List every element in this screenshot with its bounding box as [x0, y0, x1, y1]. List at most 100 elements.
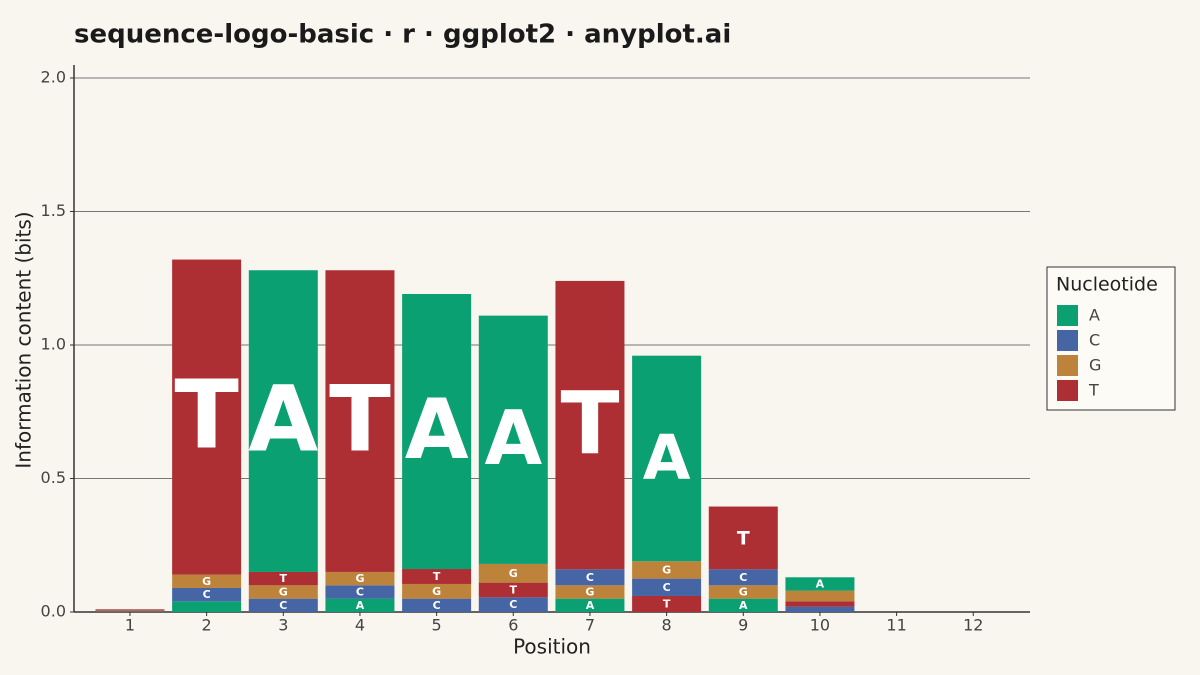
bar-segment	[555, 585, 625, 599]
segment-letter: C	[203, 588, 211, 601]
segment-letter: G	[432, 585, 441, 598]
y-tick-label: 1.5	[41, 201, 66, 220]
segment-letter: G	[279, 586, 288, 599]
y-tick-label: 0.5	[41, 468, 66, 487]
segment-letter: C	[433, 599, 441, 612]
x-tick-label: 9	[738, 616, 748, 635]
legend-swatch	[1057, 355, 1078, 376]
y-axis-label: Information content (bits)	[12, 211, 36, 468]
bar-segment	[632, 561, 702, 579]
segment-letter: T	[510, 584, 518, 597]
x-tick-label: 2	[202, 616, 212, 635]
bar-segment	[708, 598, 778, 612]
bar-segment	[172, 574, 242, 588]
bar-segment	[785, 577, 855, 591]
bar-segment	[708, 585, 778, 599]
segment-letter: C	[356, 586, 364, 599]
bar-segment	[555, 598, 625, 612]
y-tick-label: 0.0	[41, 602, 66, 621]
bar-segment	[248, 585, 318, 599]
legend-label: A	[1089, 306, 1100, 325]
bar-segment	[95, 610, 165, 612]
bar-segment	[708, 506, 778, 570]
segment-letter: A	[643, 422, 691, 494]
segment-letter: G	[662, 563, 671, 576]
legend-swatch	[1057, 330, 1078, 351]
bar-segment	[325, 270, 395, 572]
x-tick-label: 3	[278, 616, 288, 635]
bar-segment	[402, 583, 472, 599]
bar-segment	[785, 601, 855, 607]
segment-letter: T	[737, 528, 750, 549]
bar-segment	[325, 571, 395, 586]
bar-segment	[325, 598, 395, 612]
segment-letter: G	[739, 586, 748, 599]
segment-letter: T	[280, 572, 288, 585]
segment-letter: A	[248, 368, 318, 473]
segment-letter: C	[586, 571, 594, 584]
bar-segment	[248, 598, 318, 612]
segment-letter: T	[433, 570, 441, 583]
segment-letter: A	[739, 599, 748, 612]
legend-swatch	[1057, 305, 1078, 326]
bar-segment	[632, 595, 702, 612]
bar-segment	[478, 582, 548, 598]
legend-title: Nucleotide	[1056, 274, 1158, 296]
y-tick-label: 1.0	[41, 335, 66, 354]
bar-segment	[402, 569, 472, 584]
chart-title: sequence-logo-basic · r · ggplot2 · anyp…	[74, 20, 731, 50]
x-tick-label: 6	[508, 616, 518, 635]
segment-letter: A	[586, 599, 595, 612]
bar-segment	[632, 355, 702, 562]
segment-letter: T	[663, 598, 671, 611]
bar-segment	[478, 315, 548, 564]
bar-segment	[248, 270, 318, 572]
bar-segment	[402, 294, 472, 570]
bar-segment	[555, 280, 625, 570]
bar-segment	[632, 578, 702, 596]
bar-segment	[478, 597, 548, 612]
segment-letter: G	[202, 575, 211, 588]
legend-label: G	[1089, 356, 1101, 375]
segment-letter: G	[355, 572, 364, 585]
bar-segment	[402, 598, 472, 612]
segment-letter: T	[174, 361, 238, 471]
x-tick-label: 1	[125, 616, 135, 635]
bar-segment	[785, 590, 855, 602]
segment-letter: A	[405, 382, 469, 478]
y-tick-label: 2.0	[41, 68, 66, 87]
segment-letter: T	[329, 368, 391, 473]
segment-letter: G	[585, 586, 594, 599]
legend-label: C	[1089, 331, 1100, 350]
segment-letter: A	[356, 599, 365, 612]
bar-segment	[172, 259, 242, 575]
x-tick-label: 10	[810, 616, 830, 635]
bar-segment	[708, 569, 778, 586]
bar-segment	[785, 606, 855, 612]
x-tick-label: 7	[585, 616, 595, 635]
bar-segment	[95, 609, 165, 611]
segment-letter: C	[279, 599, 287, 612]
x-tick-label: 5	[432, 616, 442, 635]
bar-segment	[555, 569, 625, 586]
x-tick-label: 8	[662, 616, 672, 635]
x-tick-label: 11	[886, 616, 906, 635]
x-axis-label: Position	[513, 635, 591, 659]
segment-letter: G	[509, 567, 518, 580]
segment-letter: C	[509, 598, 517, 611]
x-tick-label: 12	[963, 616, 983, 635]
x-tick-label: 4	[355, 616, 365, 635]
bar-segment	[172, 587, 242, 602]
segment-letter: C	[739, 571, 747, 584]
segment-letter: C	[663, 581, 671, 594]
bar-segment	[95, 611, 165, 612]
segment-letter: A	[816, 578, 825, 591]
segment-letter: A	[484, 395, 542, 482]
bar-segment	[325, 585, 395, 599]
bar-segment	[478, 563, 548, 583]
legend-swatch	[1057, 380, 1078, 401]
legend-label: T	[1088, 381, 1099, 400]
bar-segment	[172, 601, 242, 612]
bar-segment	[248, 571, 318, 586]
